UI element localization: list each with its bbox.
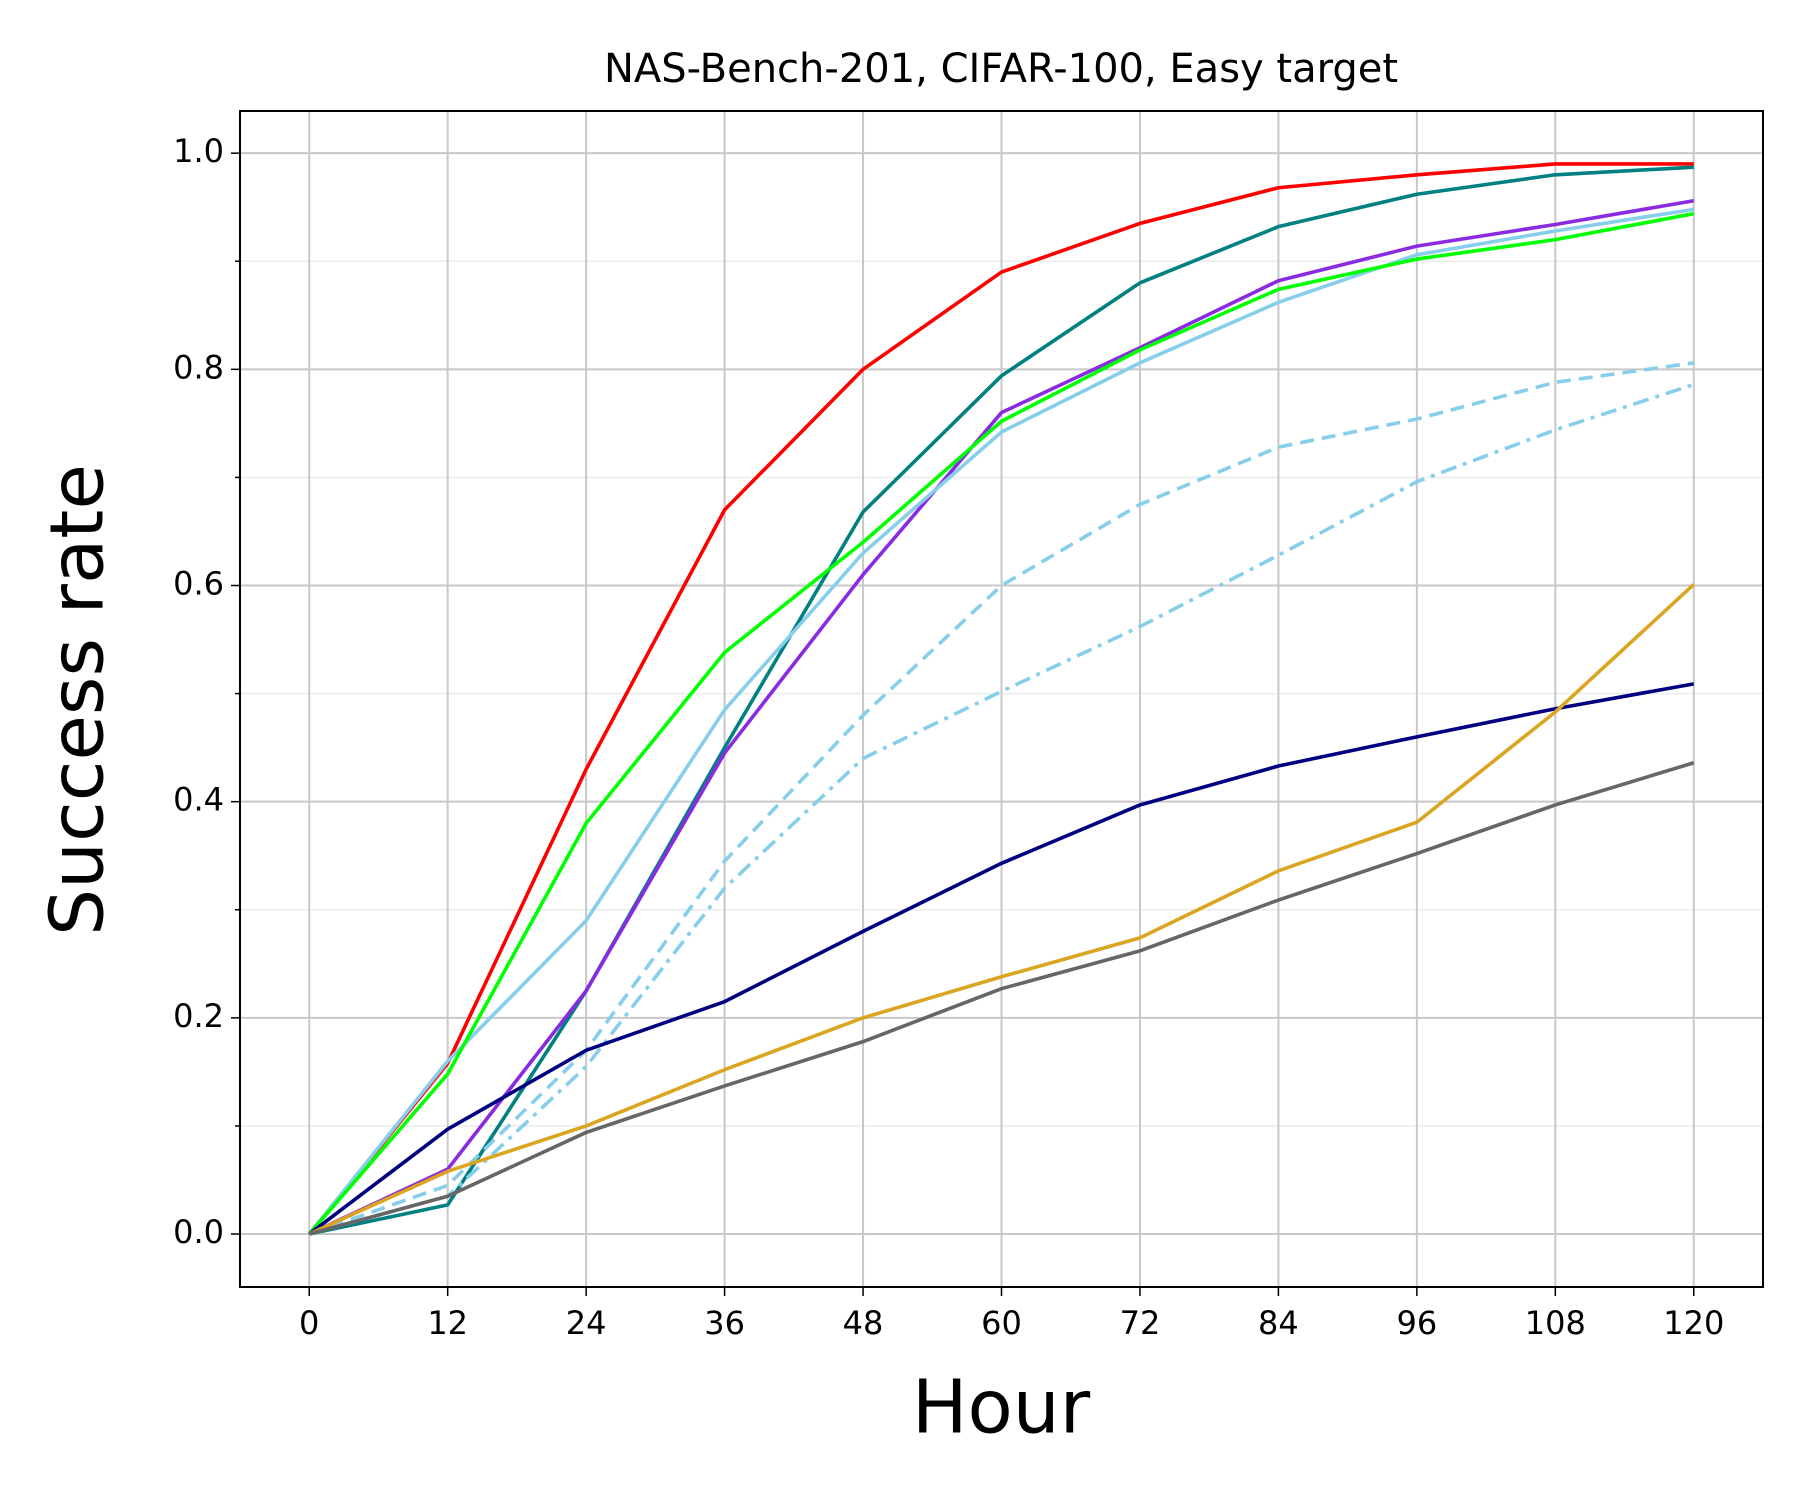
y-tick-label: 0.6 [173, 565, 224, 603]
series-line [308, 165, 1694, 1236]
x-tick-label: 12 [427, 1304, 468, 1342]
series-line [307, 211, 1695, 1236]
y-tick-label: 0.8 [173, 348, 224, 386]
series-line [307, 162, 1694, 1236]
y-tick-label: 0.0 [173, 1213, 224, 1251]
y-tick-label: 0.2 [173, 997, 224, 1035]
series-line [308, 198, 1695, 1236]
x-tick-label: 36 [704, 1304, 745, 1342]
y-tick-label: 0.4 [173, 781, 224, 819]
x-tick-label: 108 [1525, 1304, 1586, 1342]
y-tick-label: 1.0 [173, 132, 224, 170]
series-line [308, 682, 1695, 1236]
x-tick-label: 84 [1258, 1304, 1299, 1342]
x-tick-label: 0 [299, 1304, 319, 1342]
plot-frame [239, 110, 1764, 1288]
x-tick-label: 72 [1120, 1304, 1161, 1342]
chart-title: NAS-Bench-201, CIFAR-100, Easy target [604, 46, 1398, 92]
series-line [308, 761, 1695, 1236]
y-axis-label: Success rate [35, 464, 121, 936]
series-line [308, 583, 1695, 1236]
x-axis-label: Hour [912, 1365, 1091, 1451]
series-line [308, 382, 1695, 1236]
x-tick-label: 96 [1397, 1304, 1438, 1342]
x-tick-label: 48 [843, 1304, 884, 1342]
x-tick-label: 120 [1663, 1304, 1724, 1342]
x-tick-label: 24 [566, 1304, 607, 1342]
x-tick-label: 60 [981, 1304, 1022, 1342]
series-line [308, 361, 1695, 1236]
series-line [307, 207, 1695, 1236]
